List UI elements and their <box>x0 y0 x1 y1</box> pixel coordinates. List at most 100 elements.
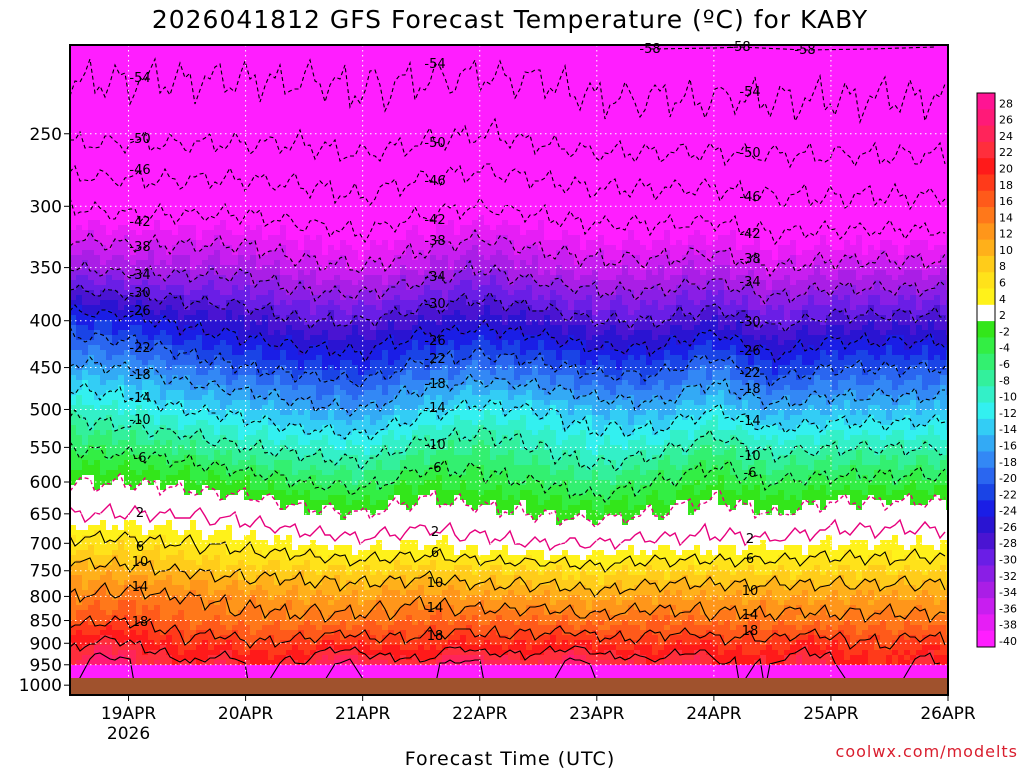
contour-label: -14 <box>739 414 760 429</box>
contour-label: -22 <box>424 352 445 367</box>
isotherm--46 <box>70 163 946 211</box>
y-tick-label: 950 <box>30 656 62 676</box>
contour-label: -26 <box>739 344 760 359</box>
contour-label: -58 <box>794 43 815 58</box>
contour-label: -6 <box>134 451 147 466</box>
contour-label: 6 <box>431 546 439 561</box>
colorbar-label: -32 <box>999 570 1017 583</box>
colorbar-label: -38 <box>999 619 1017 632</box>
contour-label: -42 <box>129 215 150 230</box>
contour-label: -54 <box>739 85 760 100</box>
isotherm--54 <box>70 57 946 125</box>
isotherm--42 <box>70 196 946 246</box>
colorbar-label: 20 <box>999 162 1013 175</box>
y-tick-label: 650 <box>30 505 62 525</box>
y-tick-label: 550 <box>30 438 62 458</box>
temperature-field <box>70 45 948 695</box>
x-tick-label: 20APR <box>218 704 274 724</box>
x-tick-year: 2026 <box>107 724 150 744</box>
colorbar-label: -6 <box>999 358 1010 371</box>
contour-label: -34 <box>424 270 445 285</box>
isotherm--30 <box>70 283 945 333</box>
colorbar-swatch <box>977 288 995 306</box>
colorbar-swatch <box>977 532 995 550</box>
colorbar-label: 14 <box>999 211 1013 224</box>
contour-label: -46 <box>739 190 760 205</box>
contour-label: 14 <box>132 580 149 595</box>
contour-label: -30 <box>129 286 150 301</box>
colorbar-swatch <box>977 614 995 632</box>
colorbar-swatch <box>977 125 995 143</box>
isotherm-6 <box>70 530 946 573</box>
colorbar-label: 8 <box>999 260 1006 273</box>
colorbar-swatch <box>977 223 995 241</box>
y-tick-label: 250 <box>30 125 62 145</box>
y-axis: 2503003504004505005506006507007508008509… <box>19 125 70 696</box>
colorbar-swatch <box>977 158 995 175</box>
contour-label: -54 <box>129 71 150 86</box>
contour-label: -38 <box>129 240 150 255</box>
contour-labels: -58 -58 -58 -54 -54 -54 -50 -50 -50 -46 -46 -46 -42 -… <box>129 40 815 644</box>
plot-frame <box>69 44 949 696</box>
isotherm--26 <box>70 304 946 364</box>
colorbar-label: 6 <box>999 277 1006 290</box>
isotherm--34 <box>70 259 946 306</box>
contour-label: -54 <box>424 57 445 72</box>
contour-label: 10 <box>427 576 444 591</box>
colorbar-label: 10 <box>999 244 1013 257</box>
contour-label: -42 <box>739 227 760 242</box>
contour-label: -22 <box>739 366 760 381</box>
isotherm-22 <box>70 635 941 695</box>
ground-strip <box>70 678 948 695</box>
isotherm-14 <box>70 582 946 624</box>
colorbar-swatch <box>977 239 995 257</box>
colorbar-swatch <box>977 255 995 273</box>
chart-title: 2026041812 GFS Forecast Temperature (ºC)… <box>152 5 868 34</box>
colorbar-swatch <box>977 321 995 338</box>
colorbar-swatch <box>977 630 995 648</box>
colorbar-swatch <box>977 337 995 355</box>
colorbar-label: -36 <box>999 602 1017 615</box>
contour-label: -46 <box>424 174 445 189</box>
y-tick-label: 1000 <box>19 676 62 696</box>
colorbar-swatch <box>977 402 995 420</box>
contour-label: 2 <box>136 506 144 521</box>
contour-label: 10 <box>132 555 149 570</box>
colorbar-swatch <box>977 386 995 403</box>
isotherm--14 <box>70 382 946 443</box>
y-tick-label: 800 <box>30 587 62 607</box>
contour-label: -14 <box>129 391 150 406</box>
x-tick-label: 26APR <box>920 704 976 724</box>
contour-label: 14 <box>427 601 444 616</box>
contour-label: 6 <box>136 540 144 555</box>
colorbar-label: 16 <box>999 195 1013 208</box>
x-axis-label: Forecast Time (UTC) <box>405 748 615 768</box>
x-tick-label: 24APR <box>686 704 742 724</box>
y-tick-label: 850 <box>30 612 62 632</box>
isotherm-10 <box>70 556 946 598</box>
colorbar-swatch <box>977 451 995 469</box>
isotherm--22 <box>70 326 946 389</box>
colorbar-label: 4 <box>999 293 1006 306</box>
contour-label: -38 <box>424 234 445 249</box>
colorbar-label: -40 <box>999 635 1017 648</box>
colorbar-label: -34 <box>999 586 1017 599</box>
colorbar-label: -22 <box>999 488 1017 501</box>
x-tick-label: 22APR <box>452 704 508 724</box>
grid-lines <box>70 45 949 695</box>
contour-label: -34 <box>129 268 150 283</box>
colorbar-swatch <box>977 109 995 126</box>
colorbar-label: -2 <box>999 325 1010 338</box>
contour-label: 10 <box>742 584 759 599</box>
contour-label: -30 <box>424 297 445 312</box>
contour-label: -50 <box>129 132 150 147</box>
contour-label: -50 <box>424 136 445 151</box>
y-tick-label: 700 <box>30 534 62 554</box>
contour-label: -58 <box>729 40 750 55</box>
isotherm-2 <box>70 502 946 552</box>
contour-label: -22 <box>129 341 150 356</box>
colorbar-swatch <box>977 467 995 485</box>
y-tick-label: 600 <box>30 473 62 493</box>
colorbar-label: -18 <box>999 456 1017 469</box>
contour-label: -58 <box>639 42 660 57</box>
